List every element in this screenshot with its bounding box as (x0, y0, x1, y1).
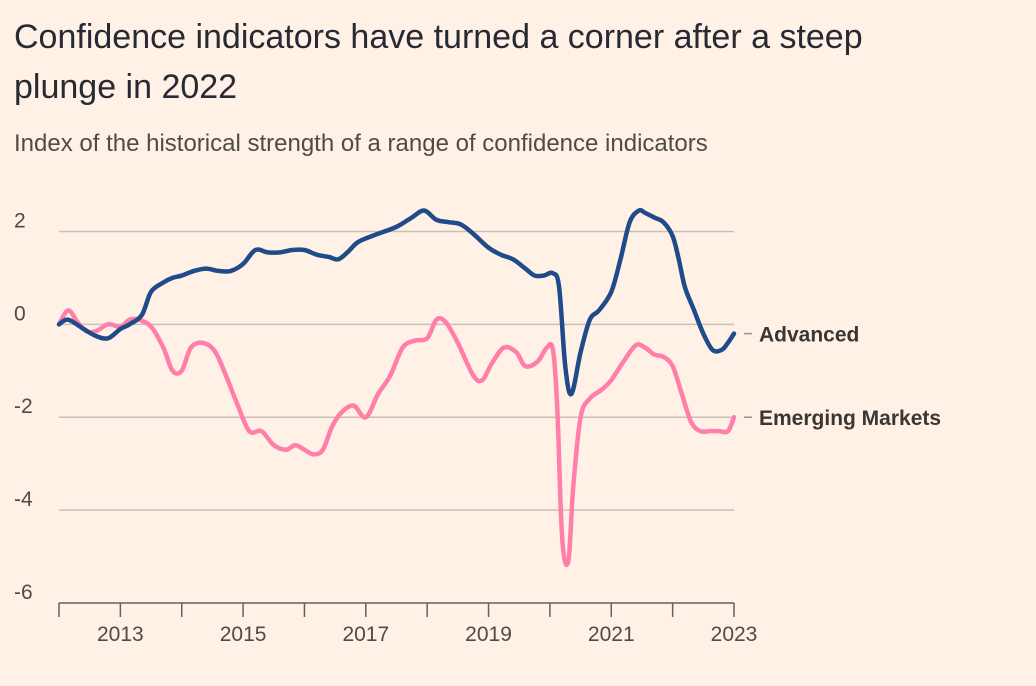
gridlines (59, 230, 734, 511)
y-axis-tick-labels: 2 0 -2 -4 -6 (14, 209, 33, 604)
x-tick-label: 2023 (711, 623, 758, 646)
x-axis: 2013 2015 2017 2019 2021 2023 (58, 602, 758, 646)
y-tick-label: 2 (14, 209, 26, 232)
series-lines (56, 207, 737, 568)
chart-title: Confidence indicators have turned a corn… (14, 18, 863, 106)
x-tick-label: 2013 (97, 623, 144, 646)
x-tick-label: 2021 (588, 623, 635, 646)
x-tick-label: 2015 (220, 623, 267, 646)
y-tick-label: -2 (14, 395, 33, 418)
series-label-emerging-markets: Emerging Markets (759, 407, 941, 430)
series-label-advanced: Advanced (759, 324, 859, 347)
y-tick-label: 0 (14, 302, 26, 325)
x-tick-label: 2017 (342, 623, 389, 646)
series-labels: Advanced Emerging Markets (744, 324, 941, 430)
chart-subtitle: Index of the historical strength of a ra… (14, 130, 708, 157)
series-line-emerging-markets (56, 308, 737, 568)
x-tick-label: 2019 (465, 623, 512, 646)
y-tick-label: -6 (14, 581, 33, 604)
y-tick-label: -4 (14, 488, 33, 511)
series-line-advanced (56, 207, 737, 397)
